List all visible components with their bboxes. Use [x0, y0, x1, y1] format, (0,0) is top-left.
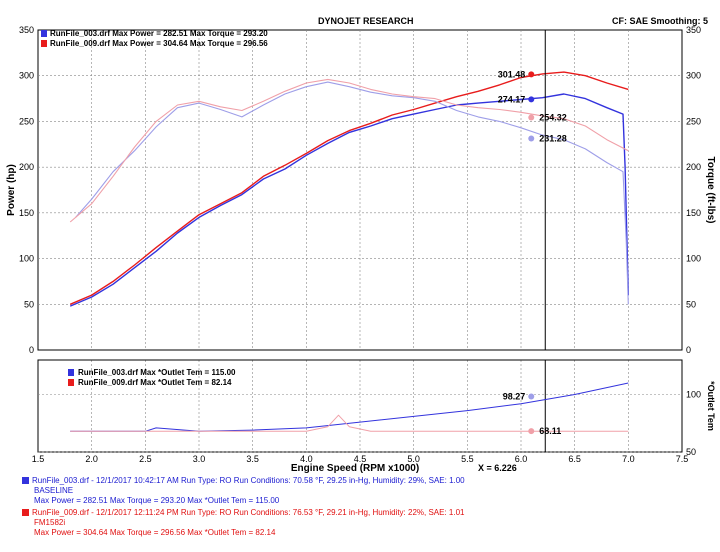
run2-swatch	[22, 509, 29, 516]
cursor-marker	[528, 393, 535, 400]
x-tick-label: 5.5	[461, 454, 474, 464]
y-tick-label-right: 250	[686, 116, 701, 126]
x-axis-label: Engine Speed (RPM x1000)	[291, 463, 419, 474]
legend-swatch	[41, 30, 47, 37]
legend-entry: RunFile_003.drf Max Power = 282.51 Max T…	[50, 29, 268, 38]
y-tick-label-left: 300	[19, 71, 34, 81]
cursor-marker	[528, 71, 535, 78]
lower-legend-entry: RunFile_009.drf Max *Outlet Tem = 82.14	[78, 378, 232, 387]
x-tick-label: 5.0	[407, 454, 420, 464]
chart-title: DYNOJET RESEARCH	[318, 16, 414, 26]
y-tick-label-right: 0	[686, 345, 691, 355]
cursor-value-label: 231.28	[539, 134, 567, 144]
x-tick-label: 4.5	[354, 454, 367, 464]
cursor-value-label: 301.48	[498, 69, 526, 79]
y-axis-label-right: Torque (ft-lbs)	[705, 156, 716, 223]
run2-info-line1-text: RunFile_009.drf - 12/1/2017 12:11:24 PM …	[32, 508, 465, 517]
cursor-marker	[528, 96, 535, 103]
cursor-marker	[528, 428, 535, 435]
lower-y-tick-label: 50	[686, 447, 696, 457]
x-tick-label: 7.0	[622, 454, 635, 464]
y-tick-label-right: 350	[686, 25, 701, 35]
x-tick-label: 1.5	[32, 454, 45, 464]
run1-info-line2: BASELINE	[34, 486, 74, 495]
lower-y-tick-label: 100	[686, 390, 701, 400]
y-tick-label-right: 50	[686, 299, 696, 309]
run2-info-line2: FM1582i	[34, 518, 66, 527]
lower-legend-entry: RunFile_003.drf Max *Outlet Tem = 115.00	[78, 368, 236, 377]
lower-y-axis-label: *Outlet Tem	[706, 381, 716, 431]
cursor-value-label: 274.17	[498, 94, 526, 104]
chart-settings-info: CF: SAE Smoothing: 5	[612, 16, 708, 26]
y-tick-label-right: 100	[686, 254, 701, 264]
series-line-1	[69, 71, 629, 305]
y-tick-label-left: 0	[29, 345, 34, 355]
lower-legend-swatch	[68, 379, 74, 386]
x-tick-label: 6.5	[568, 454, 581, 464]
legend-swatch	[41, 40, 47, 47]
series-line-2	[75, 81, 629, 305]
x-tick-label: 2.5	[139, 454, 152, 464]
series-line-3	[69, 78, 629, 223]
x-tick-label: 3.0	[193, 454, 206, 464]
cursor-value-label: 68.11	[539, 426, 561, 436]
y-tick-label-left: 150	[19, 208, 34, 218]
run1-info-line1-text: RunFile_003.drf - 12/1/2017 10:42:17 AM …	[32, 476, 465, 485]
run1-info-line3: Max Power = 282.51 Max Torque = 293.20 M…	[34, 496, 280, 505]
x-tick-label: 2.0	[85, 454, 98, 464]
y-tick-label-left: 100	[19, 254, 34, 264]
cursor-x-label: X = 6.226	[478, 463, 517, 473]
run1-info-line1: RunFile_003.drf - 12/1/2017 10:42:17 AM …	[22, 476, 465, 486]
y-tick-label-left: 50	[24, 299, 34, 309]
lower-series-line-0	[70, 382, 629, 432]
y-tick-label-right: 200	[686, 162, 701, 172]
x-tick-label: 3.5	[246, 454, 259, 464]
legend-entry: RunFile_009.drf Max Power = 304.64 Max T…	[50, 39, 268, 48]
cursor-value-label: 98.27	[503, 391, 526, 401]
y-tick-label-right: 300	[686, 71, 701, 81]
cursor-marker	[528, 135, 535, 142]
run2-info-line1: RunFile_009.drf - 12/1/2017 12:11:24 PM …	[22, 508, 464, 518]
cursor-value-label: 254.32	[539, 112, 567, 122]
y-tick-label-left: 200	[19, 162, 34, 172]
lower-legend-swatch	[68, 369, 74, 376]
lower-series-line-1	[70, 414, 629, 432]
x-tick-label: 7.5	[676, 454, 689, 464]
x-tick-label: 6.0	[515, 454, 528, 464]
series-line-0	[69, 93, 629, 307]
y-axis-label-left: Power (hp)	[6, 164, 17, 216]
cursor-marker	[528, 114, 535, 121]
run1-swatch	[22, 477, 29, 484]
y-tick-label-left: 350	[19, 25, 34, 35]
run2-info-line3: Max Power = 304.64 Max Torque = 296.56 M…	[34, 528, 276, 537]
y-tick-label-right: 150	[686, 208, 701, 218]
x-tick-label: 4.0	[300, 454, 313, 464]
y-tick-label-left: 250	[19, 116, 34, 126]
